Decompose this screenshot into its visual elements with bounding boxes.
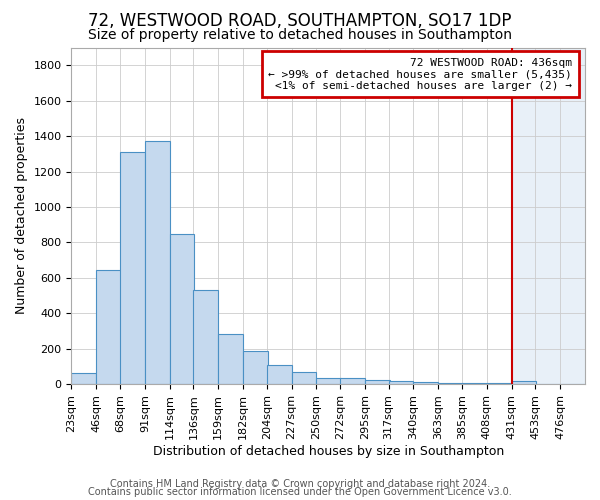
Bar [316,378,341,384]
Bar [512,48,585,384]
Bar [266,364,292,384]
Bar [218,334,243,384]
Bar [462,383,487,384]
Text: Contains HM Land Registry data © Crown copyright and database right 2024.: Contains HM Land Registry data © Crown c… [110,479,490,489]
Bar [96,270,121,384]
Y-axis label: Number of detached properties: Number of detached properties [15,118,28,314]
Text: Size of property relative to detached houses in Southampton: Size of property relative to detached ho… [88,28,512,42]
Bar [487,383,512,384]
Bar [120,152,145,384]
X-axis label: Distribution of detached houses by size in Southampton: Distribution of detached houses by size … [152,444,504,458]
Bar [438,383,463,384]
Bar [389,382,413,384]
Bar [292,372,316,384]
Bar [413,382,438,384]
Bar [145,142,170,384]
Text: Contains public sector information licensed under the Open Government Licence v3: Contains public sector information licen… [88,487,512,497]
Bar [193,290,218,384]
Bar [365,380,390,384]
Bar [71,374,96,384]
Text: 72, WESTWOOD ROAD, SOUTHAMPTON, SO17 1DP: 72, WESTWOOD ROAD, SOUTHAMPTON, SO17 1DP [88,12,512,30]
Bar [170,234,194,384]
Bar [340,378,365,384]
Text: 72 WESTWOOD ROAD: 436sqm
← >99% of detached houses are smaller (5,435)
<1% of se: 72 WESTWOOD ROAD: 436sqm ← >99% of detac… [268,58,572,91]
Bar [243,352,268,384]
Bar [512,380,536,384]
